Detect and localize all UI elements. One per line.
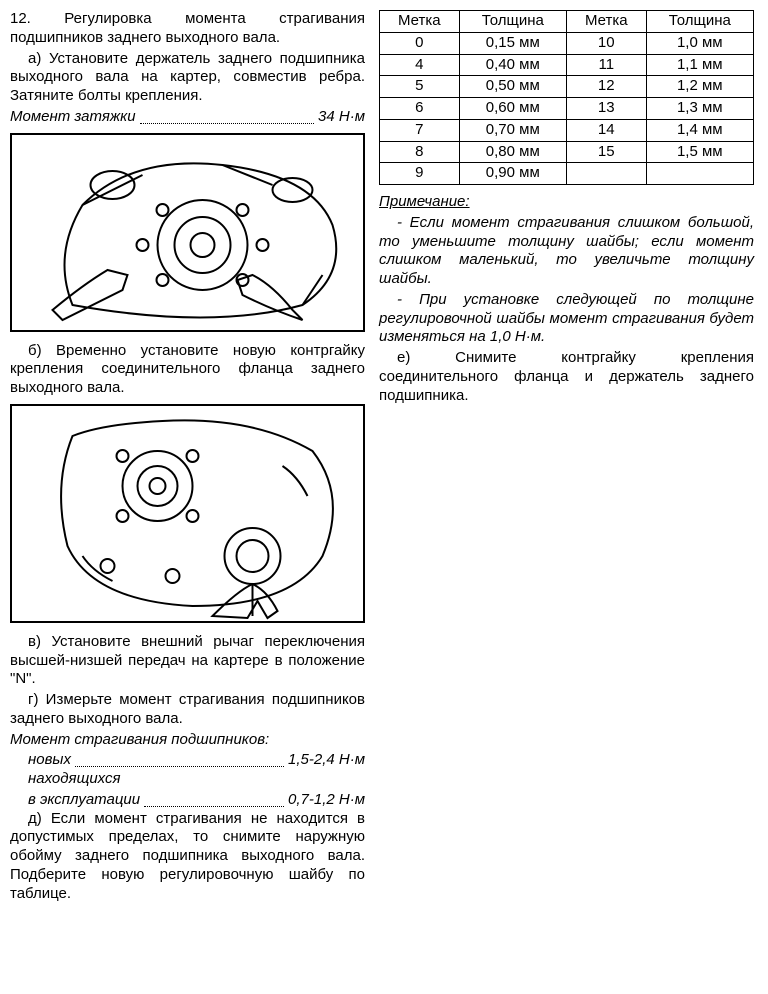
table-cell: 1,3 мм (646, 98, 753, 120)
table-cell: 0,70 мм (459, 119, 566, 141)
step-a: а) Установите держатель заднего подшипни… (10, 50, 365, 106)
table-cell: 8 (380, 141, 460, 163)
torque-new-value: 1,5-2,4 Н·м (288, 751, 365, 770)
table-row: 70,70 мм141,4 мм (380, 119, 754, 141)
torque-used-label-1: находящихся (10, 770, 365, 789)
table-cell: 1,1 мм (646, 54, 753, 76)
step-v: в) Установите внешний рычаг переключения… (10, 633, 365, 689)
table-row: 90,90 мм (380, 163, 754, 185)
torque-spec-new: новых 1,5-2,4 Н·м (10, 751, 365, 770)
torque-used-label-2: в эксплуатации (28, 791, 140, 810)
table-cell: 1,0 мм (646, 32, 753, 54)
table-header: Метка (380, 11, 460, 33)
torque-spec-1: Момент затяжки 34 Н·м (10, 108, 365, 127)
table-header: Метка (566, 11, 646, 33)
table-cell: 15 (566, 141, 646, 163)
table-row: 60,60 мм131,3 мм (380, 98, 754, 120)
torque-spec-2-header: Момент страгивания подшипников: (10, 731, 365, 750)
table-cell: 0,40 мм (459, 54, 566, 76)
table-cell: 5 (380, 76, 460, 98)
table-cell: 7 (380, 119, 460, 141)
table-cell: 14 (566, 119, 646, 141)
note-heading: Примечание: (379, 193, 470, 210)
table-cell: 9 (380, 163, 460, 185)
step-e: е) Снимите контргайку крепления соединит… (379, 349, 754, 405)
table-cell: 11 (566, 54, 646, 76)
table-cell: 0 (380, 32, 460, 54)
torque-spec-used: в эксплуатации 0,7-1,2 Н·м (10, 791, 365, 810)
table-cell: 0,15 мм (459, 32, 566, 54)
table-cell: 1,5 мм (646, 141, 753, 163)
dots-leader (140, 108, 314, 124)
torque-label: Момент затяжки (10, 108, 136, 127)
table-cell: 0,50 мм (459, 76, 566, 98)
figure-1 (10, 133, 365, 332)
torque-used-value: 0,7-1,2 Н·м (288, 791, 365, 810)
step-b: б) Временно установите новую контргайку … (10, 342, 365, 398)
dots-leader (75, 751, 284, 767)
table-cell (566, 163, 646, 185)
step-d: д) Если момент страгивания не находится … (10, 810, 365, 904)
table-cell: 0,80 мм (459, 141, 566, 163)
table-row: 80,80 мм151,5 мм (380, 141, 754, 163)
note-1: - Если момент страгивания слишком большо… (379, 214, 754, 289)
table-cell: 12 (566, 76, 646, 98)
table-cell: 13 (566, 98, 646, 120)
table-row: 40,40 мм111,1 мм (380, 54, 754, 76)
table-cell: 0,90 мм (459, 163, 566, 185)
table-header: Толщина (646, 11, 753, 33)
shim-table: МеткаТолщинаМеткаТолщина 00,15 мм101,0 м… (379, 10, 754, 185)
table-cell: 4 (380, 54, 460, 76)
table-header: Толщина (459, 11, 566, 33)
torque-new-label: новых (28, 751, 71, 770)
figure-2 (10, 404, 365, 623)
table-cell: 1,4 мм (646, 119, 753, 141)
table-cell: 0,60 мм (459, 98, 566, 120)
table-cell: 1,2 мм (646, 76, 753, 98)
table-row: 50,50 мм121,2 мм (380, 76, 754, 98)
table-cell: 10 (566, 32, 646, 54)
table-cell: 6 (380, 98, 460, 120)
step-g: г) Измерьте момент страгивания подшипник… (10, 691, 365, 729)
table-row: 00,15 мм101,0 мм (380, 32, 754, 54)
torque-value: 34 Н·м (318, 108, 365, 127)
note-2: - При установке следующей по толщине рег… (379, 291, 754, 347)
dots-leader (144, 791, 284, 807)
table-cell (646, 163, 753, 185)
step-12-title: 12. Регулировка момента страгивания подш… (10, 10, 365, 48)
